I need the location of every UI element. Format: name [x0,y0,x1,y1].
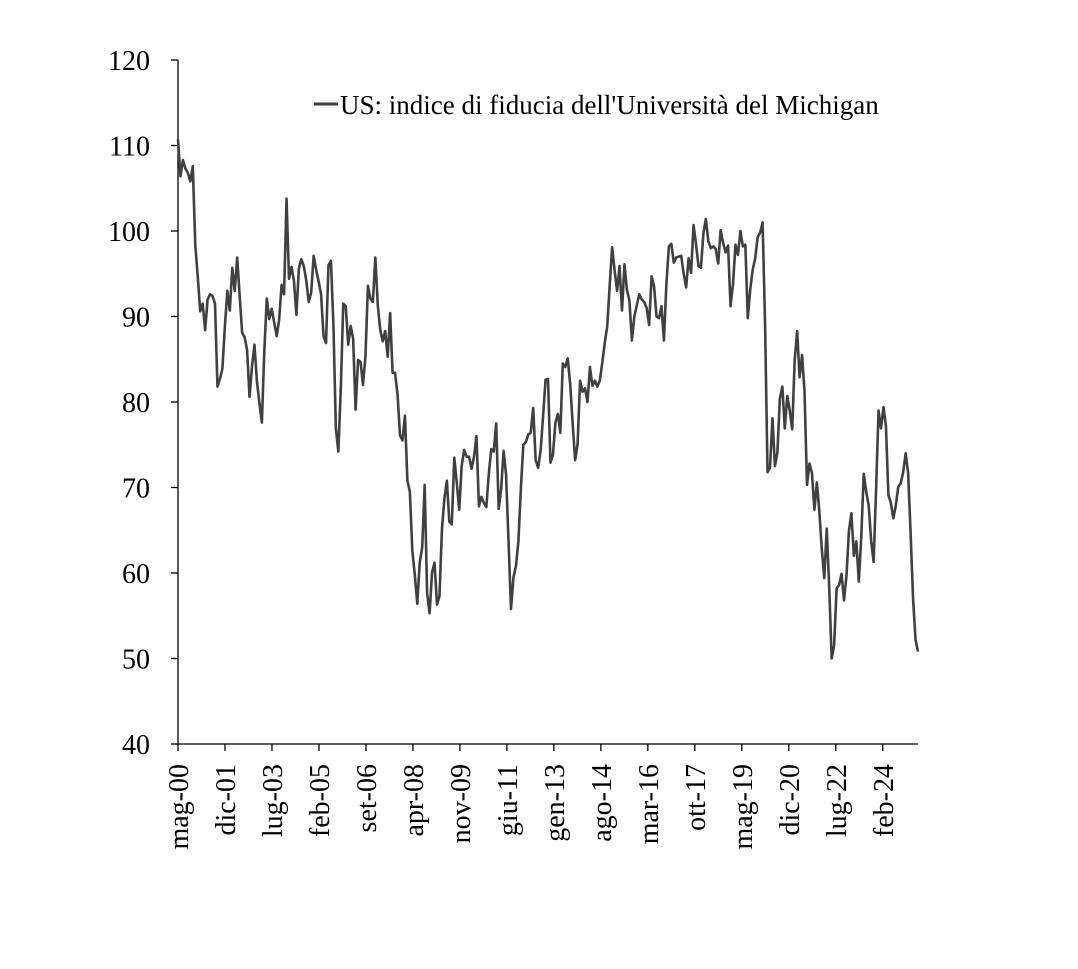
x-tick-label: ott-17 [681,764,712,831]
legend: US: indice di fiducia dell'Università de… [314,90,879,120]
series-layer [176,139,920,660]
x-tick-label: mar-16 [634,764,665,844]
x-axis: mag-00 dic-01 lug-03 feb-05 set-06 apr-08 nov-… [164,743,918,850]
series-line [176,139,920,660]
x-tick-label: feb-05 [305,764,336,837]
y-tick-label: 120 [108,46,150,77]
x-tick-label: set-06 [352,764,383,832]
x-tick-label: dic-20 [775,764,806,836]
x-tick-label: lug-22 [822,764,853,837]
x-tick-label: nov-09 [446,764,477,843]
x-tick-label: dic-01 [211,764,242,836]
y-tick-label: 110 [109,132,150,163]
y-tick-label: 80 [122,388,150,419]
y-tick-label: 100 [108,217,150,248]
y-axis: 40 50 60 70 80 90 100 110 120 [108,46,179,761]
y-tick-label: 60 [122,559,150,590]
x-tick-label: lug-03 [258,764,289,837]
x-tick-label: feb-24 [869,764,900,837]
x-tick-label: mag-00 [164,764,195,850]
x-tick-label: ago-14 [587,764,618,842]
y-tick-label: 90 [122,303,150,334]
x-tick-label: mag-19 [728,764,759,850]
y-tick-label: 40 [122,730,150,761]
x-tick-label: apr-08 [399,764,430,837]
x-tick-label: giu-11 [493,764,524,836]
y-tick-label: 50 [122,645,150,676]
legend-label: US: indice di fiducia dell'Università de… [340,90,879,120]
y-tick-label: 70 [122,474,150,505]
x-tick-label: gen-13 [540,764,571,842]
